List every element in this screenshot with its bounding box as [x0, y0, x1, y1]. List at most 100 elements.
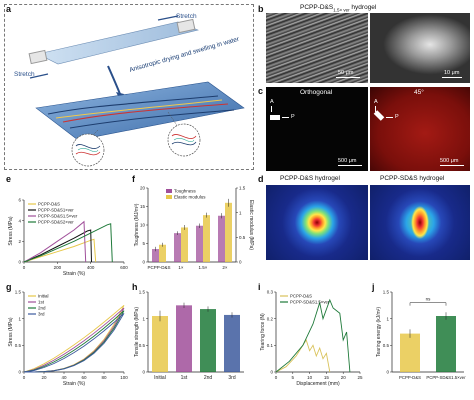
chart-g-legend-label: 2nd: [38, 306, 46, 311]
panel-b-letter: b: [258, 4, 264, 14]
chart-f-right-ytick-label: 0.5: [239, 235, 246, 240]
pol-scalebar-1: [338, 165, 362, 166]
chart-g-ylabel: Stress (MPa): [8, 317, 14, 347]
pol-scale-label-2: 500 μm: [440, 158, 459, 164]
chart-j-bar: [400, 333, 420, 372]
pol-P-right: P: [395, 114, 399, 120]
chart-f-category-label: PCPP-D&S: [147, 265, 170, 270]
sample-rect-left: [270, 115, 280, 120]
chart-j-ytick-label: 1.5: [383, 290, 390, 295]
chart-g-xtick-label: 40: [61, 375, 67, 380]
clamp-right: [176, 18, 196, 34]
chart-e-ytick-label: 0: [18, 260, 21, 265]
chart-i-xtick-label: 10: [307, 375, 313, 380]
pol-image-orthogonal: Orthogonal A P 500 μm: [266, 87, 368, 171]
chart-e-xlabel: Strain (%): [63, 271, 86, 277]
sem-scalebar-2: [442, 77, 462, 78]
chart-h-bar: [176, 305, 192, 372]
chart-g-ytick-label: 1.5: [15, 290, 22, 295]
chart-i-xtick-label: 15: [324, 375, 330, 380]
chart-h-ytick-label: 1.5: [139, 290, 146, 295]
chart-i-series-line: [275, 338, 331, 373]
chart-i-series-line: [275, 298, 351, 373]
chart-i-xlabel: Displacement (mm): [296, 381, 340, 387]
chart-e-ytick-label: 6: [18, 198, 21, 203]
chart-h-ylabel: Tensile strength (MPa): [134, 307, 140, 357]
chart-f-ytick-label: 20: [140, 186, 146, 191]
panel-j-letter: j: [372, 282, 375, 292]
panel-c-letter: c: [258, 86, 264, 96]
chart-e-xtick-label: 200: [54, 265, 62, 270]
pol-A-arrow-left: [271, 106, 272, 112]
chart-h-category-label: 2nd: [204, 375, 213, 381]
chart-f-ylabel: Toughness (MJ/m³): [134, 203, 140, 246]
pol-P-left: P: [291, 114, 295, 120]
chart-f-bar-modulus: [181, 227, 188, 262]
chart-f-bar-modulus: [203, 215, 210, 262]
chart-f-ytick-label: 5: [142, 241, 145, 246]
chart-e-series-line: [23, 229, 92, 263]
chart-f-category-label: 1×: [178, 265, 184, 270]
chart-f-legend-swatch: [166, 189, 172, 193]
chart-e-ytick-label: 4: [18, 218, 21, 223]
chart-e-xtick-label: 600: [120, 265, 128, 270]
sem-scale-label-1: 50 μm: [338, 70, 354, 76]
pol-scalebar-2: [440, 165, 464, 166]
chart-g-ytick-label: 0: [18, 370, 21, 375]
panel-d-title-left: PCPP-D&S hydrogel: [280, 175, 340, 182]
pol-A-arrow-right: [375, 106, 376, 112]
chart-e-legend-label: PCPP-SD&S2×ver: [38, 220, 74, 225]
chart-i-ytick-label: 0.2: [267, 316, 274, 321]
sem-scalebar-1: [336, 77, 360, 78]
chart-g-xtick-label: 0: [23, 375, 26, 380]
chart-j-significance-bracket: [409, 302, 447, 306]
panel-b-title-tail: hydrogel: [349, 4, 377, 11]
chart-f-ytick-label: 15: [140, 204, 146, 209]
panel-d-title-right: PCPP-SD&S hydrogel: [380, 175, 445, 182]
chart-i-legend-label: PCPP-D&S: [290, 294, 312, 299]
chart-e-series-line: [23, 223, 113, 263]
chart-i-ytick-label: 0: [270, 370, 273, 375]
saxs-pattern-anisotropic: [370, 185, 470, 260]
chart-e-ytick-label: 2: [18, 239, 21, 244]
chart-f-legend-label: Toughness: [174, 189, 197, 194]
pol-A-left: A: [270, 99, 274, 105]
chart-f-bar-toughness: [196, 225, 203, 262]
chart-e-legend-label: PCPP-SD&S1.5×ver: [38, 214, 78, 219]
chart-f-bar-toughness: [174, 233, 181, 262]
chart-f-bar-modulus: [225, 202, 232, 262]
chart-h-category-label: 1st: [181, 375, 188, 381]
chart-e-xtick-label: 0: [23, 265, 26, 270]
chart-h-bar: [152, 316, 168, 372]
clamp-left: [28, 49, 48, 65]
chart-e-ylabel: Stress (MPa): [8, 216, 14, 246]
chart-f-y2label: Elastic modulus (MPa): [248, 200, 254, 250]
chart-j-ns-label: ns: [426, 297, 432, 302]
chart-h-category-label: Initial: [154, 375, 166, 381]
zoom-circle-right: [167, 123, 201, 157]
chart-g-ytick-label: 0.5: [15, 343, 22, 348]
panel-i-letter: i: [258, 282, 261, 292]
chart-i-legend-label: PCPP-SD&S1.5×ver: [290, 300, 330, 305]
chart-j-category-label: PCPP-SD&S1.5×ver: [426, 375, 466, 380]
stretch-arrow-bottom: [29, 73, 49, 79]
chart-j-bar: [436, 316, 456, 372]
stretch-arrow-top: [157, 15, 179, 21]
panel-e-letter: e: [6, 174, 12, 184]
chart-e-xtick-label: 400: [87, 265, 95, 270]
chart-g-xtick-label: 100: [120, 375, 128, 380]
sem-image-low-mag: 50 μm: [266, 13, 368, 83]
panel-h-letter: h: [132, 282, 138, 292]
chart-i-ylabel: Tearing force (N): [260, 313, 266, 351]
chart-f-right-ytick-label: 1.5: [239, 186, 246, 191]
panel-f-letter: f: [132, 174, 135, 184]
chart-e-legend-label: PCPP-D&S: [38, 202, 60, 207]
chart-h-ytick-label: 0: [142, 370, 145, 375]
chart-j-category-label: PCPP-D&S: [399, 375, 421, 380]
chart-g-ytick-label: 1: [18, 316, 21, 321]
chart-e-legend-label: PCPP-SD&S1×ver: [38, 208, 74, 213]
pol-P-arrow-left: [282, 117, 289, 118]
fiber-1: [47, 95, 219, 115]
panel-a-letter: a: [6, 4, 12, 14]
